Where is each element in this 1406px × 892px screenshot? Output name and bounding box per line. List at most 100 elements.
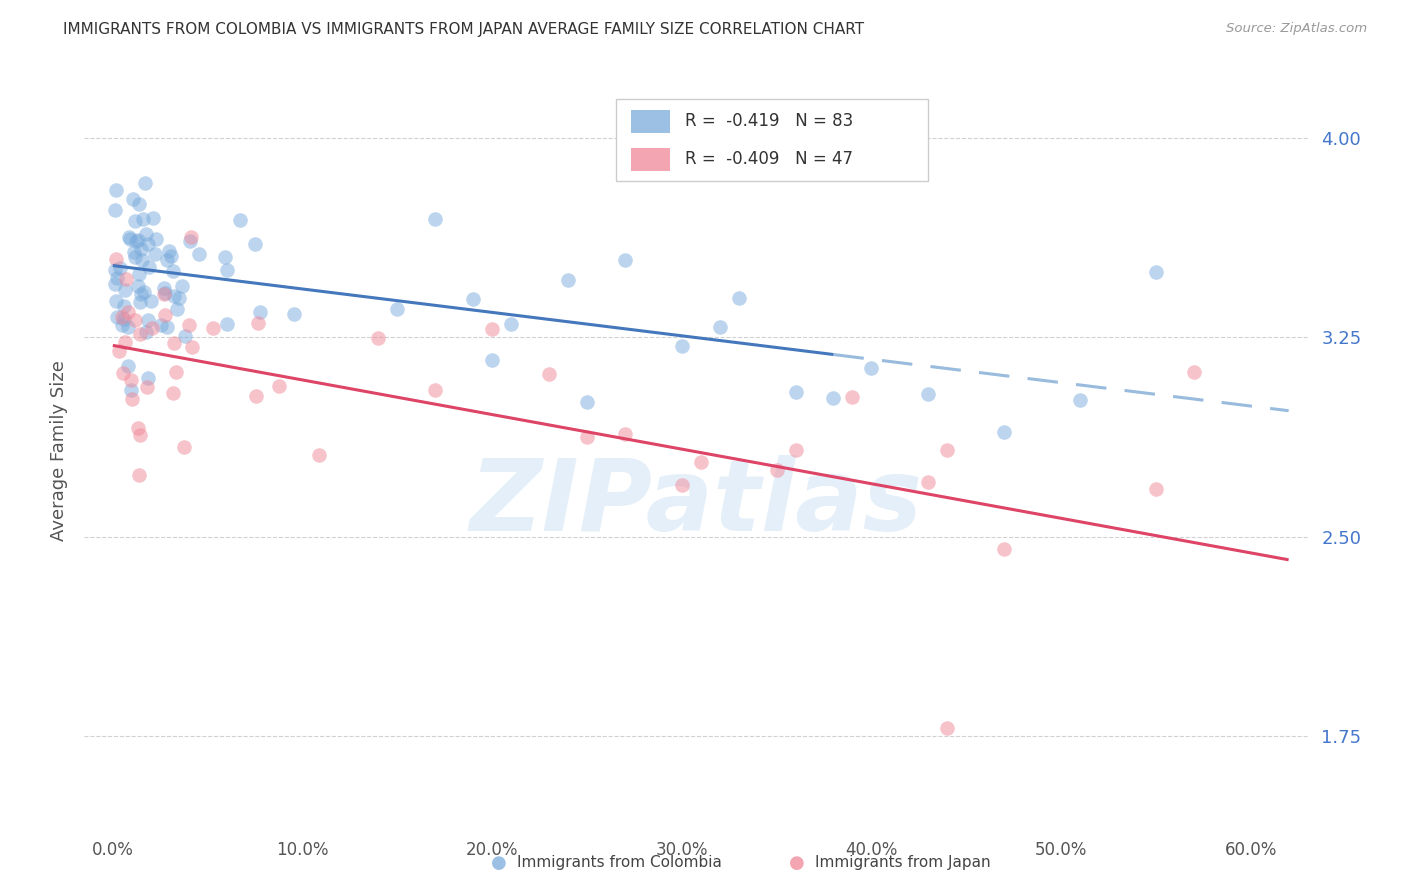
Point — [111, 310, 134, 325]
Point — [841, 390, 863, 404]
Point — [135, 326, 157, 340]
Point — [993, 541, 1015, 556]
Point — [120, 373, 142, 387]
Point — [104, 263, 127, 277]
Point — [129, 326, 152, 341]
Text: IMMIGRANTS FROM COLOMBIA VS IMMIGRANTS FROM JAPAN AVERAGE FAMILY SIZE CORRELATIO: IMMIGRANTS FROM COLOMBIA VS IMMIGRANTS F… — [63, 22, 865, 37]
Point — [134, 176, 156, 190]
Point — [917, 387, 939, 401]
Y-axis label: Average Family Size: Average Family Size — [49, 360, 67, 541]
Point — [162, 264, 184, 278]
Point — [245, 389, 267, 403]
Point — [481, 353, 503, 368]
Point — [993, 425, 1015, 440]
Point — [105, 252, 128, 267]
Point — [136, 380, 159, 394]
Point — [215, 262, 238, 277]
Point — [155, 286, 177, 301]
Point — [613, 427, 636, 442]
Point — [104, 277, 127, 291]
Point — [131, 242, 153, 256]
Text: R =  -0.419   N = 83: R = -0.419 N = 83 — [685, 112, 853, 130]
Point — [145, 232, 167, 246]
Point — [138, 260, 160, 275]
Point — [131, 211, 153, 226]
Point — [367, 331, 389, 345]
Point — [122, 192, 145, 206]
Point — [128, 428, 150, 442]
Text: R =  -0.409   N = 47: R = -0.409 N = 47 — [685, 151, 853, 169]
Point — [141, 321, 163, 335]
Point — [108, 344, 131, 359]
Point — [128, 197, 150, 211]
Point — [201, 321, 224, 335]
Point — [166, 301, 188, 316]
FancyBboxPatch shape — [631, 148, 671, 170]
Point — [157, 244, 180, 258]
Point — [124, 234, 146, 248]
FancyBboxPatch shape — [631, 110, 671, 133]
Point — [181, 340, 204, 354]
Point — [557, 273, 579, 287]
Point — [463, 292, 485, 306]
Point — [128, 267, 150, 281]
Point — [118, 230, 141, 244]
Point — [689, 455, 711, 469]
Point — [308, 448, 330, 462]
Point — [165, 365, 187, 379]
Point — [283, 306, 305, 320]
Point — [575, 430, 598, 444]
Point — [173, 329, 195, 343]
Point — [823, 391, 845, 405]
Text: ●: ● — [789, 854, 806, 871]
Point — [228, 212, 250, 227]
Text: Immigrants from Colombia: Immigrants from Colombia — [517, 855, 723, 870]
Point — [156, 320, 179, 334]
Point — [172, 279, 194, 293]
Point — [1069, 392, 1091, 407]
Point — [114, 283, 136, 297]
Point — [499, 318, 522, 332]
Point — [162, 335, 184, 350]
Point — [727, 291, 749, 305]
Text: ZIPatlas: ZIPatlas — [470, 455, 922, 552]
Point — [105, 310, 128, 325]
Point — [917, 475, 939, 490]
Point — [425, 383, 447, 397]
Point — [117, 305, 139, 319]
Point — [127, 233, 149, 247]
Text: Source: ZipAtlas.com: Source: ZipAtlas.com — [1226, 22, 1367, 36]
Point — [129, 295, 152, 310]
Point — [671, 339, 693, 353]
Point — [104, 203, 127, 218]
Point — [111, 366, 134, 380]
Point — [136, 237, 159, 252]
Point — [142, 211, 165, 226]
Point — [613, 252, 636, 267]
Point — [1144, 482, 1167, 496]
FancyBboxPatch shape — [616, 99, 928, 181]
Point — [124, 214, 146, 228]
Point — [136, 313, 159, 327]
Point — [269, 378, 291, 392]
Point — [132, 285, 155, 300]
Point — [108, 261, 131, 276]
Point — [387, 301, 409, 316]
Point — [124, 245, 146, 260]
Point — [124, 250, 146, 264]
Text: Immigrants from Japan: Immigrants from Japan — [815, 855, 991, 870]
Point — [105, 270, 128, 285]
Point — [575, 395, 598, 409]
Point — [105, 293, 128, 308]
Point — [115, 272, 138, 286]
Point — [152, 280, 174, 294]
Point — [481, 322, 503, 336]
Point — [162, 385, 184, 400]
Point — [214, 251, 236, 265]
Point — [135, 227, 157, 241]
Point — [105, 183, 128, 197]
Point — [120, 383, 142, 397]
Point — [160, 249, 183, 263]
Point — [249, 304, 271, 318]
Point — [149, 318, 172, 332]
